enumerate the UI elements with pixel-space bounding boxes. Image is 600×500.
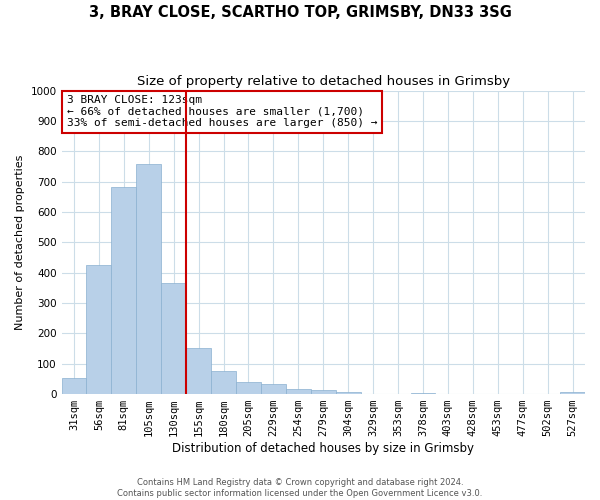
Bar: [286, 388, 311, 394]
Bar: [136, 164, 161, 394]
Bar: [161, 284, 186, 394]
Bar: [86, 265, 112, 394]
Y-axis label: Number of detached properties: Number of detached properties: [15, 154, 25, 330]
Bar: [112, 187, 136, 394]
Text: 3 BRAY CLOSE: 123sqm
← 66% of detached houses are smaller (1,700)
33% of semi-de: 3 BRAY CLOSE: 123sqm ← 66% of detached h…: [67, 95, 377, 128]
Bar: [236, 382, 261, 394]
Bar: [560, 392, 585, 394]
Text: 3, BRAY CLOSE, SCARTHO TOP, GRIMSBY, DN33 3SG: 3, BRAY CLOSE, SCARTHO TOP, GRIMSBY, DN3…: [89, 5, 511, 20]
Bar: [62, 378, 86, 394]
Bar: [186, 348, 211, 394]
X-axis label: Distribution of detached houses by size in Grimsby: Distribution of detached houses by size …: [172, 442, 474, 455]
Bar: [336, 392, 361, 394]
Bar: [410, 392, 436, 394]
Bar: [261, 384, 286, 394]
Bar: [311, 390, 336, 394]
Title: Size of property relative to detached houses in Grimsby: Size of property relative to detached ho…: [137, 75, 510, 88]
Bar: [211, 372, 236, 394]
Text: Contains HM Land Registry data © Crown copyright and database right 2024.
Contai: Contains HM Land Registry data © Crown c…: [118, 478, 482, 498]
